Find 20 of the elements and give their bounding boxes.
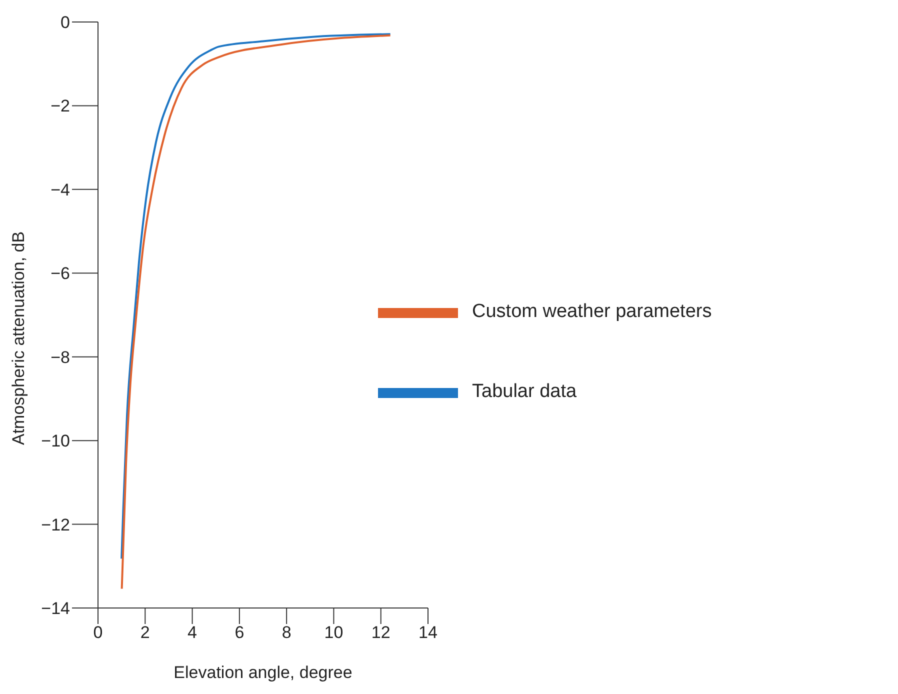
x-tick-label: 6 [234, 623, 244, 642]
y-tick-label: −12 [41, 515, 70, 534]
x-tick-label: 12 [371, 623, 390, 642]
y-tick-label: −2 [50, 96, 70, 116]
x-tick-label: 14 [418, 623, 438, 642]
x-tick-label: 2 [140, 623, 150, 642]
legend-label: Tabular data [472, 381, 577, 402]
x-axis-title: Elevation angle, degree [174, 663, 352, 682]
y-tick-label: −4 [50, 180, 70, 200]
y-tick-label: −8 [50, 348, 70, 367]
x-tick-label: 10 [324, 623, 344, 642]
y-tick-label: −14 [41, 599, 70, 618]
y-tick-label: 0 [60, 13, 70, 32]
y-axis-title: Atmospheric attenuation, dB [9, 231, 28, 445]
x-tick-label: 4 [188, 623, 198, 642]
y-tick-label: −6 [50, 264, 70, 284]
x-tick-label: 0 [93, 623, 103, 642]
legend-label: Custom weather parameters [472, 301, 712, 322]
x-tick-label: 8 [282, 623, 292, 642]
y-tick-label: −10 [41, 432, 70, 451]
